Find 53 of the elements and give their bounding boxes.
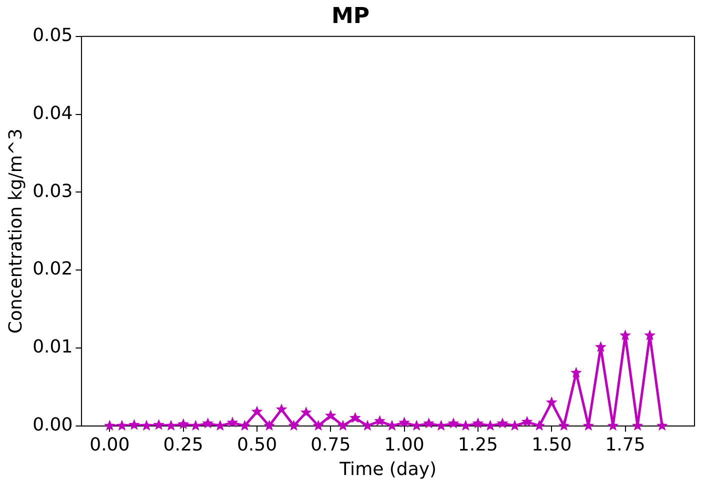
x-axis-title: Time (day)	[338, 458, 437, 480]
point	[165, 420, 177, 431]
point	[423, 417, 435, 428]
y-tick-label: 0.05	[32, 25, 73, 46]
x-tick-label: 0.00	[90, 434, 130, 456]
point	[644, 329, 656, 340]
point	[656, 420, 668, 431]
point	[472, 417, 484, 428]
x-tick-label: 0.50	[236, 434, 278, 456]
x-tick-label: 0.75	[310, 434, 351, 456]
x-tick-label: 1.50	[532, 434, 572, 456]
point	[104, 420, 116, 431]
point	[251, 406, 263, 417]
x-tick-label: 1.00	[384, 434, 424, 456]
point	[128, 419, 140, 430]
point	[460, 420, 472, 431]
point	[558, 420, 570, 431]
point	[178, 418, 190, 430]
point	[116, 420, 128, 431]
y-tick-label: 0.01	[32, 336, 73, 358]
point	[484, 420, 496, 431]
point	[620, 329, 631, 340]
point	[570, 366, 582, 378]
point	[190, 420, 202, 431]
y-tick-label: 0.00	[32, 414, 73, 436]
point	[312, 420, 324, 431]
point	[300, 406, 312, 418]
point	[276, 403, 288, 414]
x-tick-label: 1.25	[458, 434, 498, 456]
y-axis-title: Concentration kg/m^3	[5, 128, 26, 334]
point	[202, 417, 214, 428]
x-tick-label: 0.25	[163, 434, 204, 456]
point	[337, 420, 349, 431]
point	[546, 396, 558, 408]
x-tick-label: 1.75	[605, 434, 646, 456]
y-tick-label: 0.03	[32, 180, 73, 202]
y-tick-label: 0.02	[32, 258, 73, 280]
point	[398, 416, 410, 428]
chart-title: MP	[331, 4, 370, 29]
point	[226, 416, 238, 428]
point	[595, 341, 606, 352]
y-tick-label: 0.04	[32, 102, 73, 124]
point	[349, 412, 361, 423]
point	[324, 410, 336, 421]
point	[374, 415, 386, 426]
point	[435, 420, 447, 431]
point	[448, 417, 460, 428]
point	[496, 417, 508, 428]
point	[140, 420, 152, 431]
point	[521, 416, 533, 427]
point	[288, 420, 300, 431]
point	[264, 420, 275, 431]
point	[153, 419, 164, 430]
